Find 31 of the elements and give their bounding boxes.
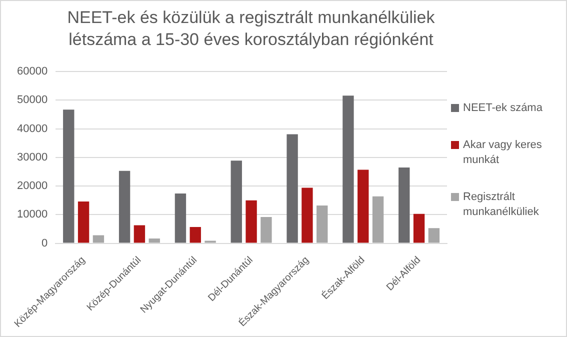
bar: [302, 188, 313, 243]
bar: [428, 228, 440, 243]
chart-title: NEET-ek és közülük a regisztrált munkanélküliek létszáma a 15-30 éves korosztályban régiónként: [66, 7, 436, 51]
bar: [92, 235, 104, 243]
bar: [372, 196, 384, 243]
y-tick-label: 30000: [16, 151, 48, 164]
legend-label: Akar vagy keres munkát: [463, 138, 543, 168]
legend-label: NEET-ek száma: [463, 101, 542, 116]
y-tick-label: 0: [41, 237, 48, 250]
bar: [148, 238, 160, 243]
y-tick-label: 40000: [16, 122, 48, 135]
y-tick-label: 10000: [16, 208, 48, 221]
bar: [286, 134, 298, 243]
bar: [246, 200, 257, 243]
y-tick-label: 20000: [16, 180, 48, 192]
y-tick-label: 50000: [16, 94, 48, 106]
bar: [413, 214, 425, 243]
bar: [316, 206, 328, 243]
bar: [63, 110, 74, 243]
bar: [78, 202, 90, 243]
bar: [118, 170, 130, 243]
bar: [398, 167, 410, 243]
bar: [174, 194, 186, 243]
bar: [230, 160, 242, 243]
legend-label: Regisztrált munkanélküliek: [463, 190, 540, 220]
bar: [358, 170, 369, 243]
bar: [342, 96, 354, 243]
y-tick-label: 60000: [16, 66, 48, 78]
bar: [260, 216, 272, 243]
bar: [134, 225, 146, 243]
bar: [190, 226, 201, 243]
